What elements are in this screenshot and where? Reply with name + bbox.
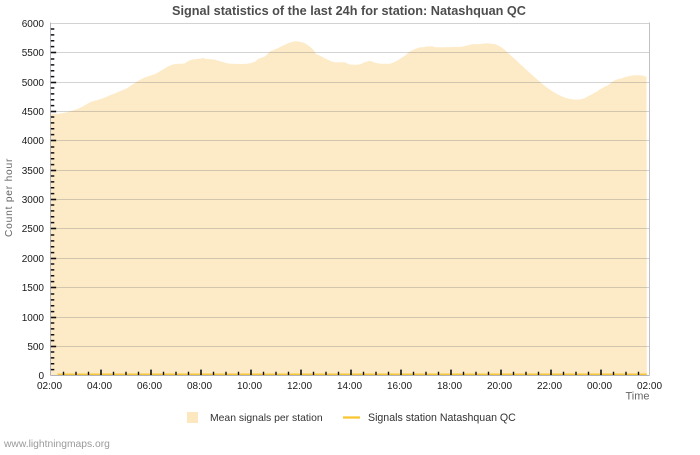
svg-text:08:00: 08:00 xyxy=(187,381,212,392)
svg-text:Time: Time xyxy=(625,391,649,403)
svg-text:5500: 5500 xyxy=(22,48,45,59)
svg-text:2000: 2000 xyxy=(22,254,45,265)
svg-text:02:00: 02:00 xyxy=(37,381,62,392)
svg-text:5000: 5000 xyxy=(22,78,45,89)
svg-text:20:00: 20:00 xyxy=(487,381,512,392)
svg-text:22:00: 22:00 xyxy=(537,381,562,392)
svg-text:Signals station Natashquan QC: Signals station Natashquan QC xyxy=(368,412,516,424)
svg-text:3500: 3500 xyxy=(22,166,45,177)
svg-text:18:00: 18:00 xyxy=(437,381,462,392)
svg-text:Count per hour: Count per hour xyxy=(4,158,15,237)
svg-text:3000: 3000 xyxy=(22,195,45,206)
svg-text:4500: 4500 xyxy=(22,107,45,118)
svg-text:500: 500 xyxy=(27,342,44,353)
svg-text:04:00: 04:00 xyxy=(87,381,112,392)
svg-text:02:00: 02:00 xyxy=(637,381,662,392)
svg-text:1500: 1500 xyxy=(22,283,45,294)
svg-text:16:00: 16:00 xyxy=(387,381,412,392)
svg-text:10:00: 10:00 xyxy=(237,381,262,392)
svg-text:1000: 1000 xyxy=(22,313,45,324)
svg-text:0: 0 xyxy=(38,371,44,382)
svg-text:Mean signals per station: Mean signals per station xyxy=(210,413,323,424)
svg-text:Signal statistics of the last: Signal statistics of the last 24h for st… xyxy=(172,4,526,18)
svg-text:14:00: 14:00 xyxy=(337,381,362,392)
svg-text:12:00: 12:00 xyxy=(287,381,312,392)
svg-text:00:00: 00:00 xyxy=(587,381,612,392)
svg-text:06:00: 06:00 xyxy=(137,381,162,392)
svg-text:2500: 2500 xyxy=(22,224,45,235)
svg-text:4000: 4000 xyxy=(22,136,45,147)
svg-text:6000: 6000 xyxy=(22,19,45,30)
svg-text:www.lightningmaps.org: www.lightningmaps.org xyxy=(3,439,110,450)
